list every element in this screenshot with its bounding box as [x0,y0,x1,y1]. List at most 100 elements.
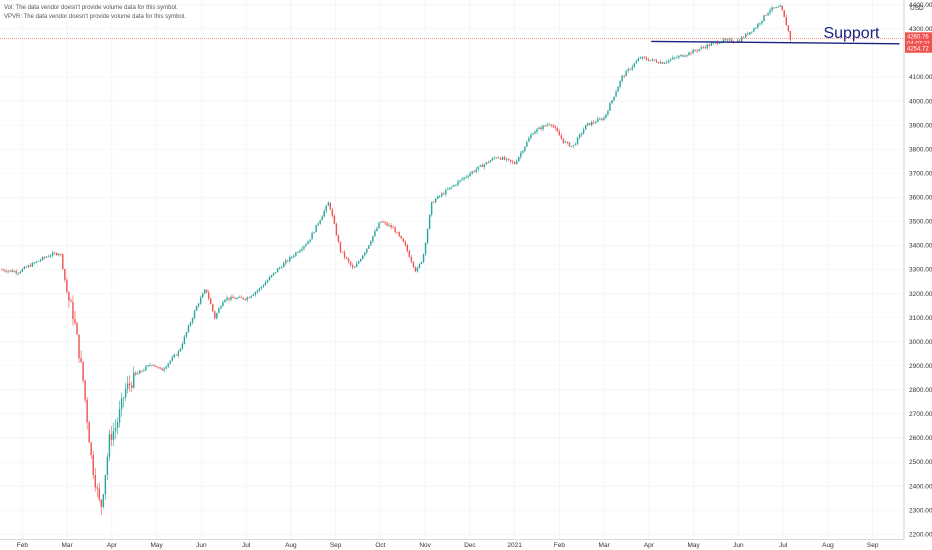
candle-body [451,186,453,188]
candle-body [572,145,575,147]
candle-body [203,289,206,294]
candle-body [96,487,98,489]
y-tick-label: 4400.00 [909,2,932,9]
candle-body [242,297,244,300]
candle-body [718,42,721,44]
candle-body [165,366,167,369]
candle-body [684,55,686,57]
candle-body [114,427,117,432]
candle-body [518,156,520,162]
candle-body [609,103,611,111]
candle-body [86,399,88,423]
candle-body [347,258,350,262]
candle-body [501,157,504,160]
candle-body [110,434,113,440]
candle-body [629,69,631,70]
candle-body [329,202,332,210]
candle-body [116,422,119,428]
candle-body [362,255,364,260]
candle-body [469,173,471,176]
candle-body [187,325,190,333]
candle-body [416,267,419,272]
candle-body [674,57,676,59]
candle-body [171,357,173,361]
candle-body [139,370,141,374]
candle-body [29,265,32,267]
candle-body [224,299,226,302]
candle-body [457,181,459,185]
candle-body [189,322,192,326]
candle-body [437,196,439,199]
x-tick-label: Aug [822,542,834,549]
candle-body [327,202,329,206]
candle-body [163,368,165,371]
x-tick-label: Jun [196,542,207,549]
candle-body [641,56,644,59]
candle-body [118,409,121,423]
y-tick-label: 3100.00 [909,315,932,322]
candle-body [424,242,427,254]
candle-body [173,354,175,358]
candle-body [276,268,279,273]
candle-body [430,201,433,215]
candle-body [216,313,218,319]
candle-body [550,124,552,126]
candle-body [319,220,321,224]
candle-body [659,62,662,64]
candle-body [212,304,214,312]
candle-body [779,5,781,7]
candle-body [522,150,524,153]
candle-body [39,260,42,261]
candle-body [769,10,771,13]
support-trend-line[interactable] [651,40,900,45]
candle-body [15,271,17,274]
candle-body [222,301,224,307]
candle-body [293,255,295,257]
candle-body [262,285,265,287]
candle-body [1,269,3,271]
candle-body [643,56,646,58]
candle-body [635,61,638,64]
y-tick-label: 3200.00 [909,291,932,298]
candle-body [686,55,688,56]
candle-body [528,138,530,142]
candle-body [153,364,155,366]
candle-body [499,157,502,160]
candle-body [92,455,94,476]
candle-body [412,261,415,267]
candle-body [167,363,169,367]
candle-body [357,261,360,264]
candle-body [568,142,571,147]
candle-body [246,297,248,300]
candle-body [724,39,727,41]
candle-body [159,367,161,369]
candle-body [197,303,200,307]
candle-body [428,214,431,230]
candle-body [736,40,739,43]
y-tick-label: 3700.00 [909,170,932,177]
candle-body [11,270,13,273]
y-axis-panel[interactable] [904,0,932,540]
candle-body [402,238,404,242]
candle-body [47,256,50,258]
x-tick-label: Aug [285,542,297,549]
candle-body [777,6,779,8]
support-annotation[interactable]: Support [823,25,880,42]
candle-body [72,301,74,320]
candle-body [264,282,267,286]
candle-body [68,292,70,301]
candle-body [208,292,210,299]
x-axis-panel[interactable] [0,540,932,550]
candle-body [384,222,386,224]
candle-body [633,63,635,67]
candle-body [410,257,413,262]
candle-body [307,241,309,245]
candle-body [51,252,54,256]
candle-body [747,33,749,35]
candle-body [560,135,563,139]
candle-body [169,360,171,364]
candle-body [353,267,356,268]
candle-body [303,246,305,249]
x-tick-label: Jun [733,542,744,549]
